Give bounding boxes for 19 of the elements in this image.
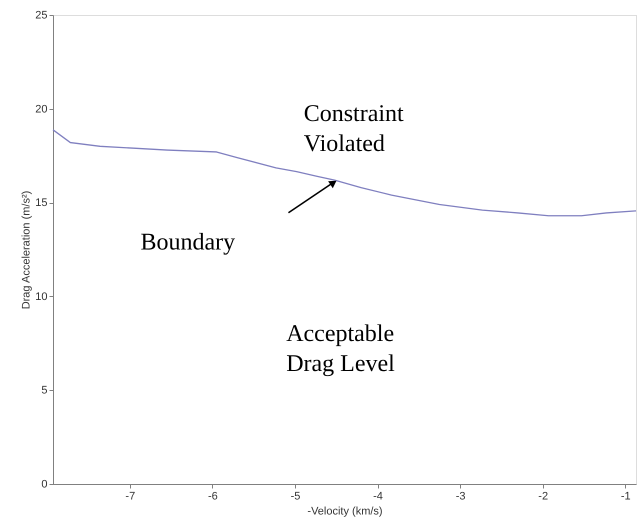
annotation: Acceptable Drag Level xyxy=(286,321,396,378)
line-series xyxy=(52,129,637,216)
x-tick-label: -4 xyxy=(373,490,383,502)
y-tick-label: 15 xyxy=(35,197,48,210)
x-tick-label: -3 xyxy=(456,490,466,502)
y-tick-label: 0 xyxy=(41,478,48,490)
annotation: Boundary xyxy=(140,230,236,256)
x-axis-title: -Velocity (km/s) xyxy=(307,506,383,518)
y-tick-label: 5 xyxy=(41,384,48,397)
annotation: Constraint Violated xyxy=(304,100,404,157)
x-tick-label: -6 xyxy=(208,490,218,502)
y-tick-label: 25 xyxy=(35,10,48,22)
y-tick-label: 20 xyxy=(35,103,48,116)
x-tick-label: -7 xyxy=(125,490,136,502)
x-tick-label: -5 xyxy=(290,490,300,502)
x-tick-label: -1 xyxy=(620,490,631,502)
x-tick-label: -2 xyxy=(538,490,548,502)
y-axis-title: Drag Acceleration (m/s²) xyxy=(20,190,32,310)
y-tick-label: 10 xyxy=(35,290,48,303)
